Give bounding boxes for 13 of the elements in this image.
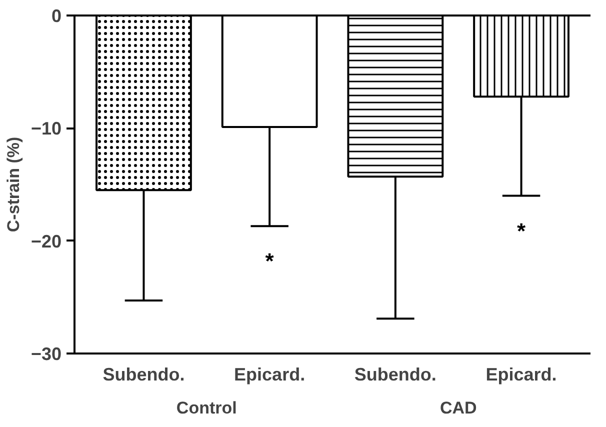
x-tick-label: Subendo.	[354, 364, 436, 384]
annotation: *	[517, 218, 526, 244]
y-axis-title: C-strain (%)	[4, 136, 23, 232]
y-tick-label: 0	[51, 6, 62, 26]
y-tick-label: −20	[30, 231, 62, 252]
x-tick-label: Epicard.	[486, 364, 557, 384]
text: Control	[176, 398, 237, 418]
annotation: *	[265, 248, 274, 274]
x-tick-label: Subendo.	[102, 364, 185, 384]
text: CAD	[440, 398, 477, 418]
y-tick-label: −10	[30, 118, 62, 139]
y-tick-label: −30	[30, 344, 62, 364]
x-tick-label: Epicard.	[234, 364, 306, 384]
